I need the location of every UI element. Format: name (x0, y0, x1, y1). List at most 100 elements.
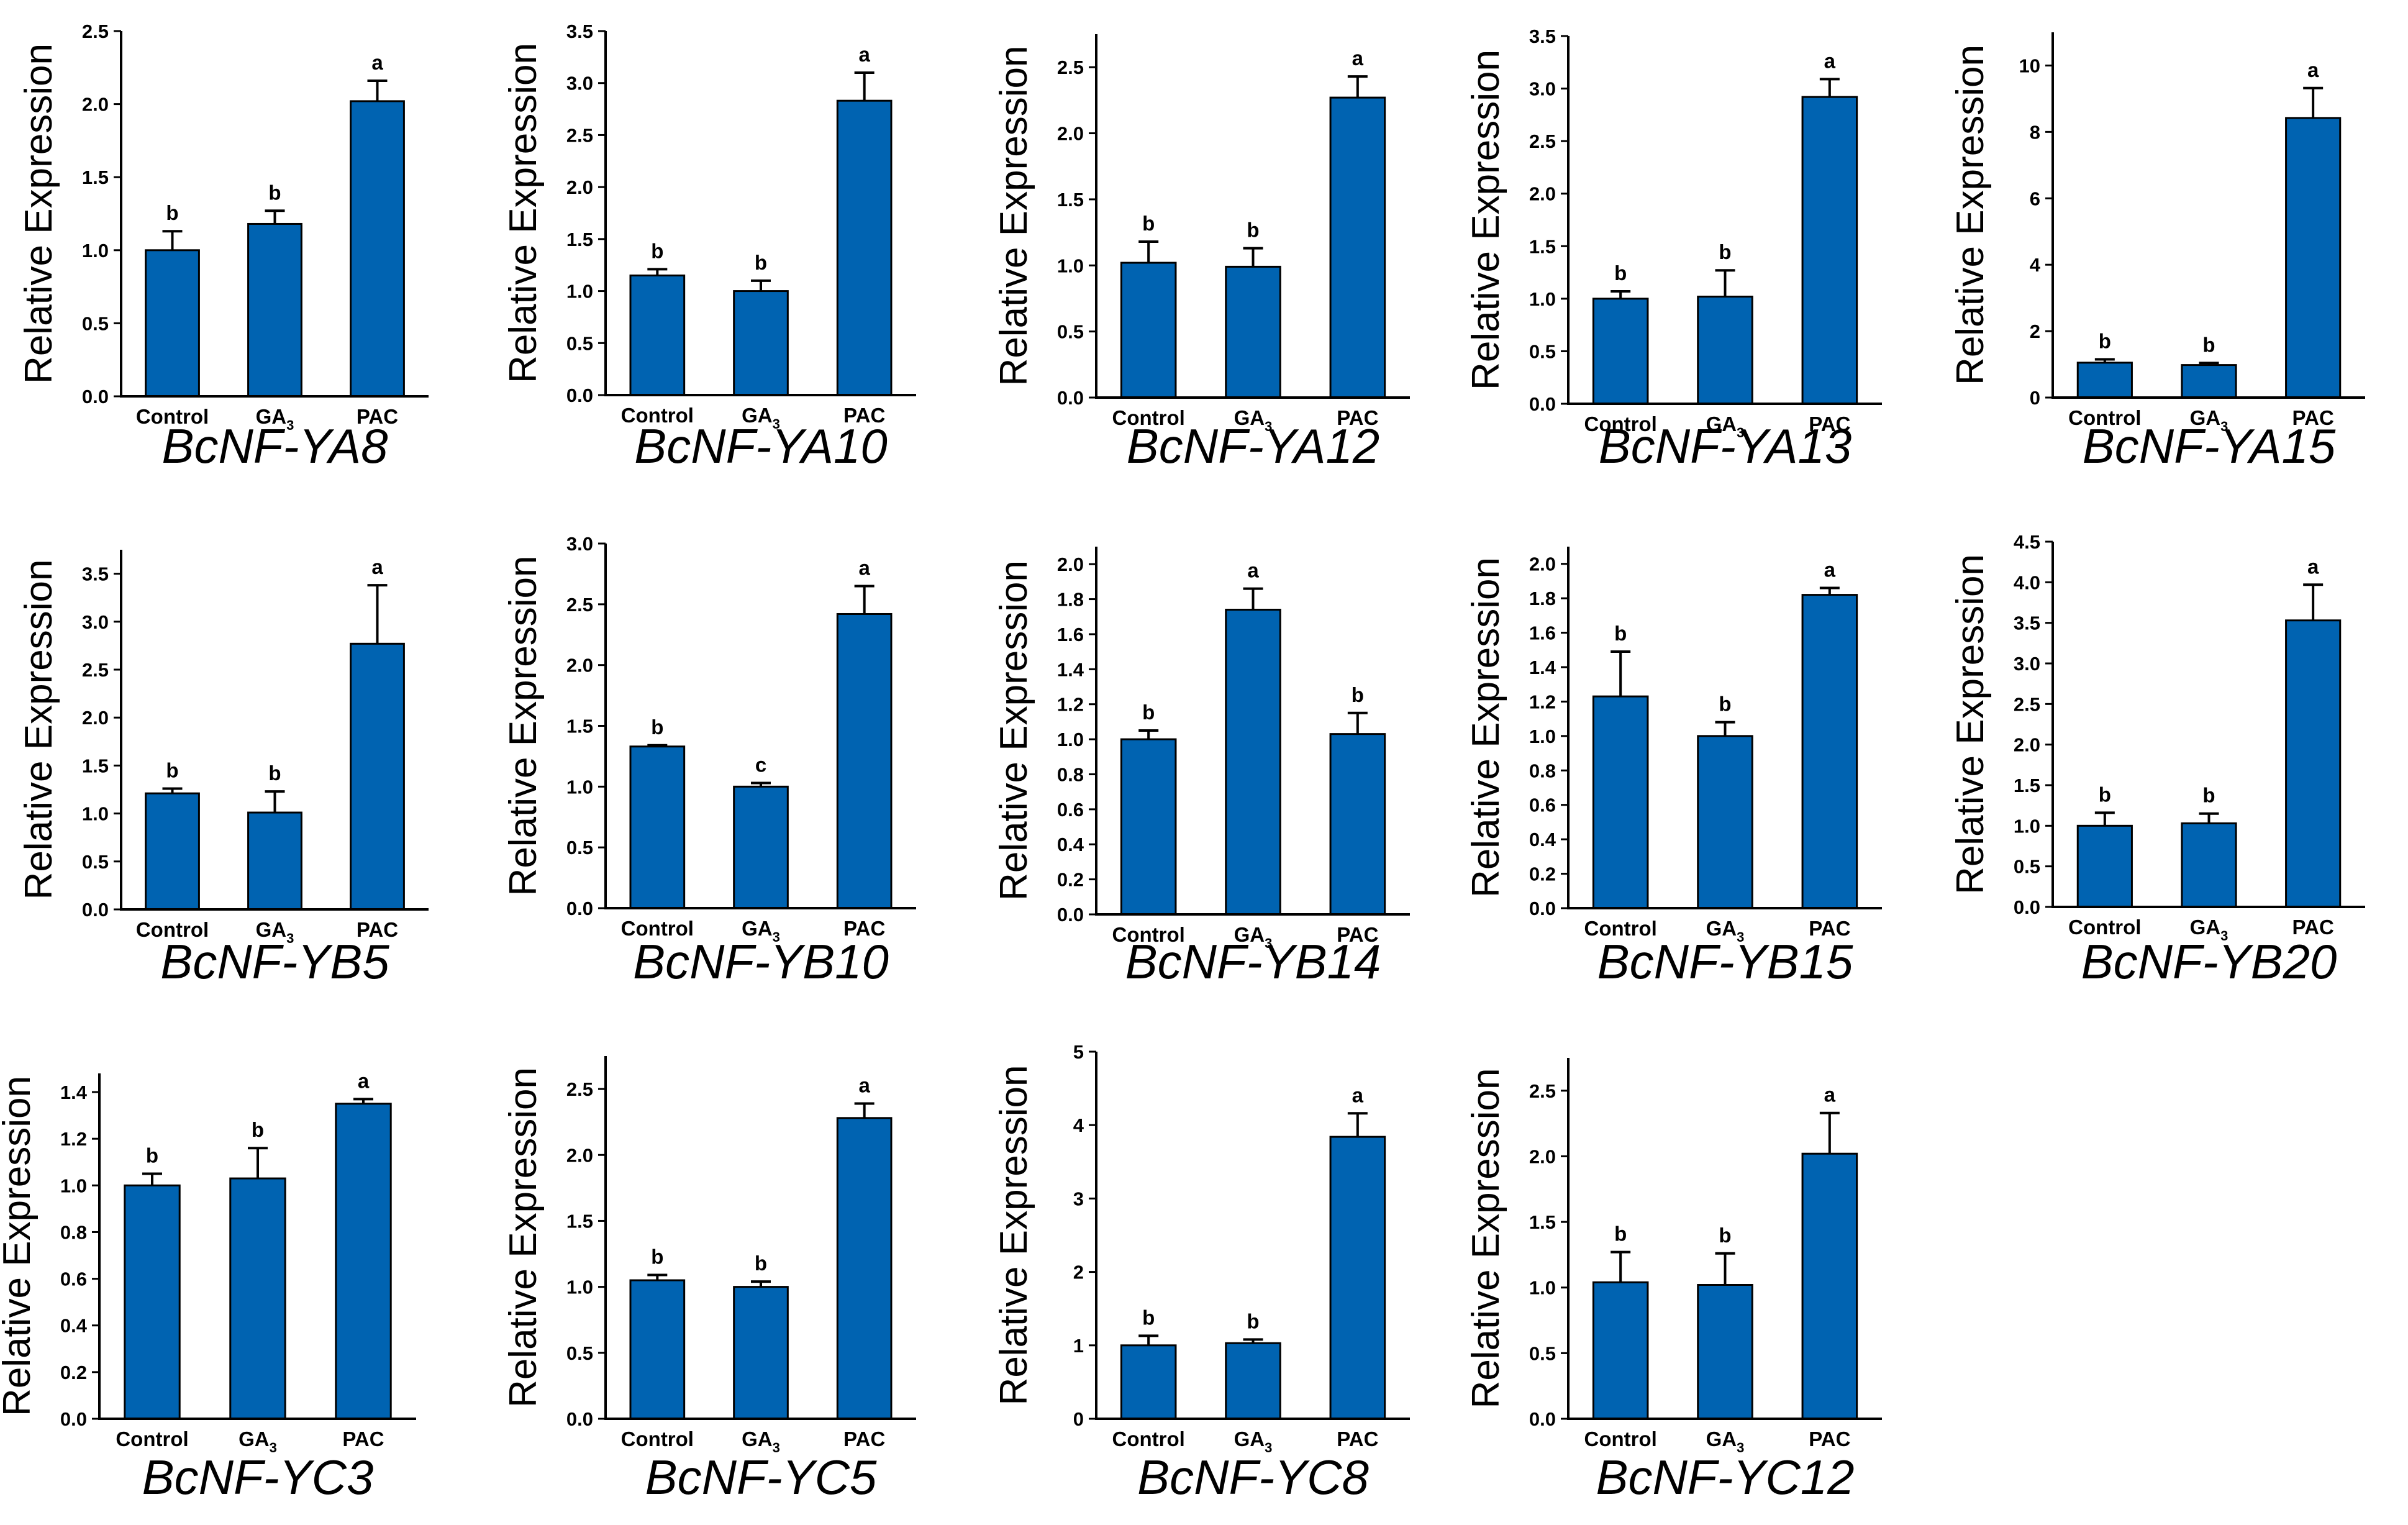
y-tick-label: 2.5 (566, 1078, 593, 1100)
bar-ga3 (1697, 295, 1753, 405)
y-tick-label: 0.2 (60, 1362, 87, 1383)
panel-title: BcNF-YC12 (1596, 1450, 1854, 1505)
y-tick-label: 0.0 (82, 899, 109, 921)
category-label: Control (2068, 916, 2141, 939)
y-axis-label: Relative Expression (993, 46, 1035, 386)
bar-pac (1329, 733, 1386, 916)
y-axis-label: Relative Expression (993, 1065, 1035, 1406)
chart-panel-0: 0.00.51.01.52.02.5bControlbGA3aPACRelati… (17, 20, 429, 473)
y-tick-label: 3 (1073, 1188, 1084, 1209)
bar-ga3 (247, 811, 302, 911)
y-tick-label: 1.5 (2014, 775, 2040, 796)
panel-title: BcNF-YB20 (2081, 934, 2337, 989)
y-tick-label: 1.5 (566, 716, 593, 737)
significance-letter: b (755, 251, 767, 274)
significance-letter: b (1719, 240, 1731, 263)
axes (2051, 542, 2365, 908)
y-tick-label: 0.5 (82, 312, 109, 334)
y-tick-label: 3.5 (566, 20, 593, 42)
y-tick-label: 2.0 (566, 176, 593, 198)
significance-letter: a (1247, 559, 1259, 582)
bar-pac (836, 612, 893, 909)
bar-pac (1329, 96, 1386, 399)
y-tick-label: 1.5 (566, 229, 593, 250)
bar-control (1592, 695, 1649, 909)
y-tick-label: 2.5 (566, 124, 593, 146)
y-tick-label: 1.0 (60, 1175, 87, 1196)
significance-letter: b (1142, 212, 1155, 235)
bar-pac (2285, 117, 2342, 399)
y-tick-label: 1.0 (1529, 288, 1556, 310)
significance-letter: b (1142, 1306, 1155, 1329)
y-tick-label: 1.2 (1529, 691, 1556, 712)
bar-control (629, 745, 686, 909)
y-tick-label: 0 (2030, 387, 2040, 409)
y-tick-label: 0.0 (1529, 1408, 1556, 1430)
axes (120, 550, 429, 911)
bar-ga3 (1697, 1284, 1753, 1420)
category-label: Control (1584, 917, 1657, 940)
y-tick-label: 0.0 (1057, 904, 1084, 926)
panel-title: BcNF-YA13 (1599, 419, 1851, 473)
y-tick-label: 2.5 (2014, 693, 2040, 715)
axes (604, 31, 916, 396)
y-tick-label: 0.5 (82, 851, 109, 873)
y-tick-label: 0.8 (1057, 763, 1084, 785)
significance-letter: b (1142, 701, 1155, 724)
panel-title: BcNF-YA8 (161, 419, 388, 473)
significance-letter: a (371, 51, 383, 74)
y-axis-label: Relative Expression (502, 556, 545, 896)
y-tick-label: 2.5 (1057, 57, 1084, 78)
category-label: PAC (1337, 923, 1378, 946)
bar-ga3 (1225, 1342, 1281, 1420)
y-tick-label: 0.6 (60, 1268, 87, 1290)
bar-control (145, 249, 200, 398)
significance-letter: a (858, 556, 870, 579)
significance-letter: b (1719, 693, 1731, 716)
significance-letter: b (1614, 1222, 1627, 1245)
significance-letter: b (166, 201, 178, 224)
chart-panel-3: 0.00.51.01.52.02.53.03.5bControlbGA3aPAC… (1465, 25, 1882, 473)
y-tick-label: 0.0 (60, 1408, 87, 1430)
bar-control (145, 792, 200, 911)
y-tick-label: 0.0 (1529, 393, 1556, 415)
axes (1095, 1052, 1410, 1420)
y-tick-label: 0.0 (566, 898, 593, 919)
chart-panel-6: 0.00.51.01.52.02.53.0bControlcGA3aPACRel… (502, 533, 916, 989)
y-axis-label: Relative Expression (1949, 45, 1992, 385)
bar-pac (1801, 594, 1858, 909)
bar-ga3 (2181, 822, 2237, 908)
bar-ga3 (1225, 608, 1281, 916)
bar-pac (1329, 1136, 1386, 1420)
y-tick-label: 0 (1073, 1408, 1084, 1430)
significance-letter: b (166, 758, 178, 781)
y-tick-label: 1.0 (1057, 729, 1084, 750)
y-tick-label: 1.8 (1529, 588, 1556, 609)
bar-control (2076, 362, 2133, 399)
bar-control (629, 274, 686, 396)
y-tick-label: 1.4 (1529, 657, 1556, 678)
bar-pac (836, 1117, 893, 1420)
category-label: PAC (357, 918, 398, 941)
y-tick-label: 3.5 (82, 563, 109, 585)
y-tick-label: 0.6 (1057, 799, 1084, 821)
y-tick-label: 0.5 (2014, 856, 2040, 878)
y-tick-label: 3.5 (2014, 612, 2040, 634)
y-axis-label: Relative Expression (0, 1076, 39, 1416)
y-tick-label: 0.5 (1057, 321, 1084, 343)
y-tick-label: 1.4 (60, 1081, 88, 1103)
category-label: Control (1112, 923, 1185, 946)
y-tick-label: 2.5 (1529, 130, 1556, 152)
y-axis-label: Relative Expression (17, 43, 60, 384)
bar-control (2076, 824, 2133, 908)
y-tick-label: 3.0 (566, 533, 593, 555)
y-tick-label: 4 (1073, 1114, 1084, 1136)
y-tick-label: 2.0 (566, 1144, 593, 1166)
y-axis-label: Relative Expression (502, 43, 545, 383)
bar-control (124, 1184, 181, 1420)
axes (120, 31, 429, 398)
category-label: PAC (357, 405, 398, 428)
y-tick-label: 0.5 (566, 1342, 593, 1364)
y-tick-label: 1.0 (566, 1277, 593, 1298)
